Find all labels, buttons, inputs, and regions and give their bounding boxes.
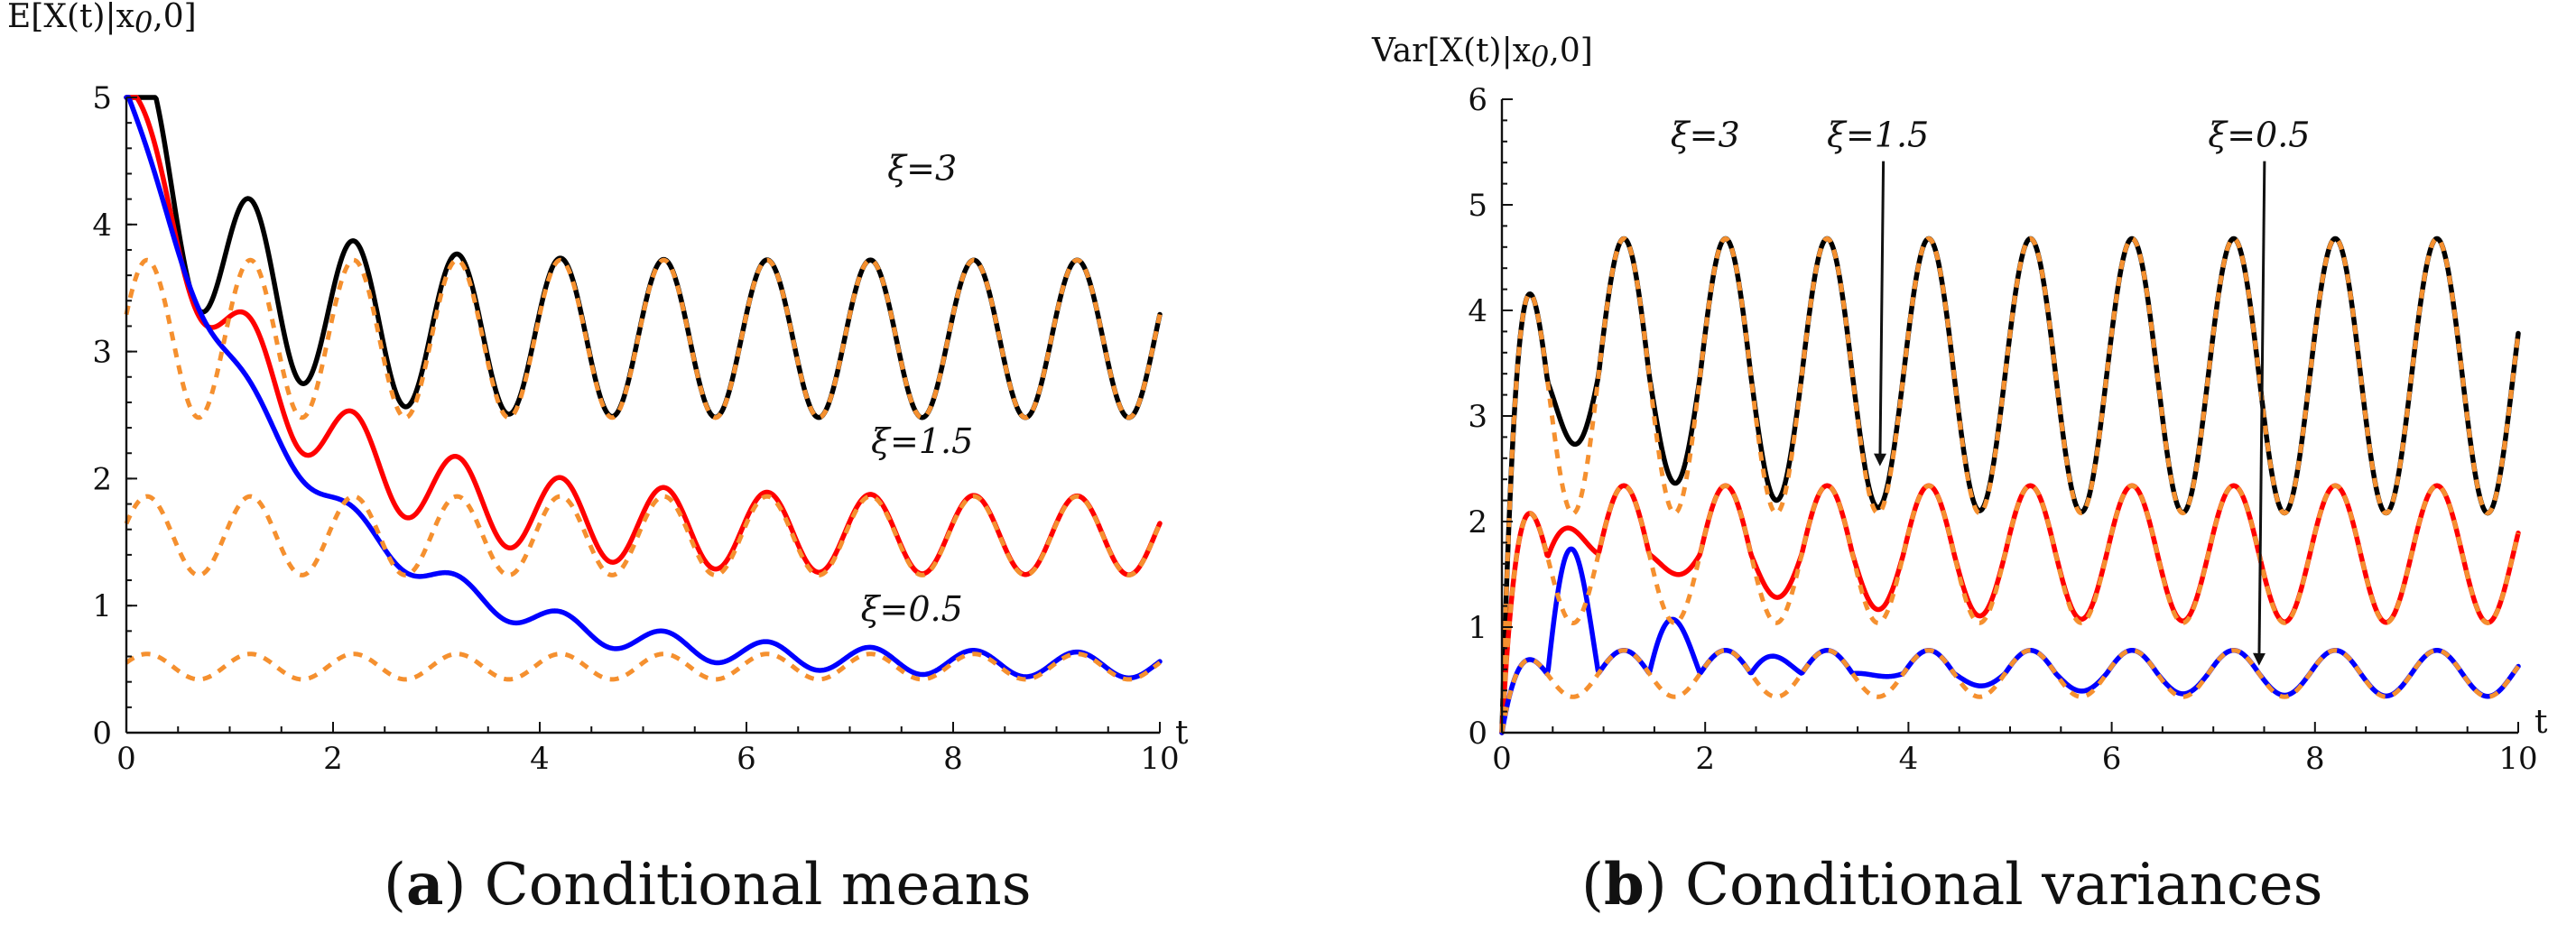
panel-a-ticks: 0 2 4 6 8 10 0 1 2 3 4 5 [92, 80, 1179, 777]
panel-b-ticks: 0 2 4 6 8 10 0 1 2 3 4 5 6 [1468, 82, 2537, 777]
panel-a-series-line-5 [125, 651, 1162, 682]
panel-a-x-tick-label: 10 [1140, 741, 1179, 777]
panel-b-x-tick-label: 0 [1492, 741, 1512, 777]
panel-b-y-tick-label: 2 [1468, 504, 1487, 540]
panel-b-chart: 0 2 4 6 8 10 0 1 2 3 4 5 6 ξ=3 ξ=1.5 ξ=0.5 Var[X(t)|x0… [1371, 32, 2548, 919]
panel-a-y-tick-label: 2 [92, 461, 112, 497]
panel-b-annotation-0: ξ=3 [1671, 115, 1740, 155]
panel-b-y-tick-label: 1 [1468, 610, 1487, 646]
panel-a-y-tick-label: 3 [92, 335, 112, 371]
panel-a-annotations: ξ=3 ξ=1.5 ξ=0.5 [861, 149, 974, 630]
panel-b-series-line-5 [1499, 648, 2521, 734]
panel-a-x-tick-label: 6 [737, 741, 756, 777]
panel-a-annotation-0: ξ=3 [887, 149, 957, 189]
panel-a-y-tick-label: 1 [92, 588, 112, 624]
panel-b-annotation-arrow-2 [2252, 161, 2266, 666]
panel-b-series-line-1 [1499, 483, 2521, 735]
panel-b-annotation-arrow-1 [1873, 161, 1886, 466]
panel-a-x-label: t [1175, 715, 1189, 752]
panel-b-y-tick-label: 0 [1468, 716, 1487, 752]
panel-b-caption: (b) Conditional variances [1581, 851, 2322, 919]
panel-a-series-line-2 [124, 95, 1163, 681]
panel-b-series-line-4 [1499, 483, 2521, 734]
panel-a-x-tick-label: 8 [943, 741, 963, 777]
panel-a-x-tick-label: 2 [323, 741, 343, 777]
panel-b-series-layer [1499, 236, 2521, 735]
panel-b-x-tick-label: 10 [2498, 741, 2537, 777]
panel-a-y-tick-label: 0 [92, 716, 112, 752]
panel-b-annotation-2: ξ=0.5 [2208, 115, 2310, 155]
panel-a-series-line-1 [124, 95, 1163, 577]
panel-b-x-tick-label: 2 [1695, 741, 1715, 777]
panel-b-series-line-3 [1499, 236, 2521, 734]
panel-a-series-layer [124, 95, 1163, 682]
panel-b-x-tick-label: 6 [2102, 741, 2122, 777]
panel-b-annotations: ξ=3 ξ=1.5 ξ=0.5 [1671, 115, 2310, 666]
panel-a-x-tick-label: 4 [530, 741, 550, 777]
panel-a-annotation-2: ξ=0.5 [861, 589, 963, 629]
panel-a-x-tick-label: 0 [116, 741, 136, 777]
panel-b-y-label: Var[X(t)|x0,0] [1371, 32, 1593, 74]
panel-a-caption: (a) Conditional means [384, 851, 1032, 919]
panel-b-x-label: t [2534, 704, 2548, 741]
panel-b-y-tick-label: 3 [1468, 399, 1487, 435]
panel-a-series-line-3 [124, 257, 1163, 420]
panel-b-annotation-1: ξ=1.5 [1827, 115, 1929, 155]
panel-a-series-line-4 [124, 494, 1163, 577]
panel-b-x-tick-label: 4 [1899, 741, 1919, 777]
panel-b-y-tick-label: 5 [1468, 188, 1487, 224]
panel-a-y-tick-label: 4 [92, 208, 112, 244]
panel-a-chart: 0 2 4 6 8 10 0 1 2 3 4 5 ξ=3 ξ=1.5 ξ=0.5 E[X(t)|x0,0]… [7, 0, 1189, 919]
panel-a-annotation-1: ξ=1.5 [871, 421, 973, 461]
panel-b-y-tick-label: 6 [1468, 82, 1487, 118]
panel-a-y-tick-label: 5 [92, 80, 112, 116]
panel-b-x-tick-label: 8 [2305, 741, 2325, 777]
panel-b-y-tick-label: 4 [1468, 293, 1487, 329]
panel-a-y-label: E[X(t)|x0,0] [7, 0, 197, 40]
